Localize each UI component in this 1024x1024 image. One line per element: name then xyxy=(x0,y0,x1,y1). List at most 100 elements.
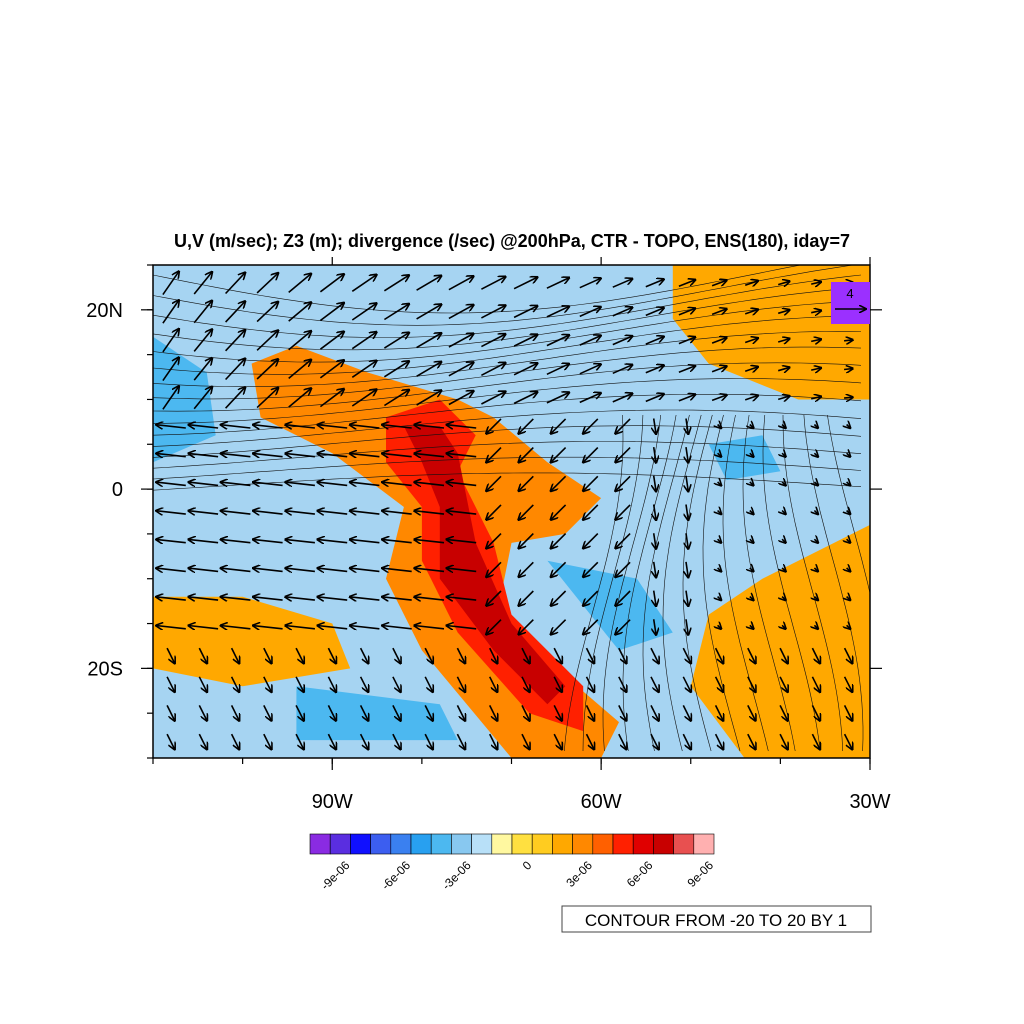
axis-labels: 90W 60W 30W 20N 0 20S xyxy=(86,300,890,813)
wind-vector xyxy=(654,533,656,549)
wind-vector xyxy=(416,304,442,320)
colorbar-label: 6e-06 xyxy=(624,858,656,890)
wind-vector xyxy=(750,597,754,601)
wind-vector xyxy=(253,568,283,571)
wind-vector xyxy=(814,568,818,572)
wind-vector xyxy=(414,425,445,428)
wind-vector xyxy=(518,533,534,549)
wind-vector xyxy=(288,360,312,380)
wind-vector xyxy=(230,647,240,664)
wind-vector xyxy=(551,504,567,520)
contour-info-box: CONTOUR FROM -20 TO 20 BY 1 xyxy=(561,905,872,933)
wind-vector xyxy=(256,388,278,409)
x-tick-label: 90W xyxy=(312,791,353,813)
colorbar-swatch xyxy=(552,833,573,855)
wind-vector xyxy=(166,733,175,750)
wind-vector xyxy=(295,705,304,721)
wind-vector xyxy=(521,676,530,692)
wind-vector xyxy=(383,275,409,292)
z3-contour xyxy=(622,414,677,752)
wind-vector xyxy=(263,647,272,664)
wind-vector xyxy=(546,392,569,404)
wind-vector xyxy=(166,676,175,692)
wind-vector xyxy=(782,425,786,429)
wind-vector xyxy=(446,453,477,456)
z3-contour xyxy=(722,414,769,752)
wind-vector xyxy=(718,425,722,429)
wind-vector xyxy=(285,453,315,456)
colorbar: -9e-06 -6e-06 -3e-06 0 3e-06 6e-06 9e-06 xyxy=(309,833,717,893)
wind-vector xyxy=(288,302,312,322)
wind-vector xyxy=(579,336,601,346)
wind-vector xyxy=(513,306,538,319)
wind-vector xyxy=(446,511,477,514)
wind-vector xyxy=(551,590,567,606)
wind-vector xyxy=(225,330,246,352)
wind-vector xyxy=(521,733,530,750)
wind-vector xyxy=(777,396,790,399)
z3-contour xyxy=(153,425,862,458)
wind-vector xyxy=(718,453,722,457)
wind-vectors xyxy=(156,271,853,749)
wind-vector xyxy=(188,453,219,456)
wind-vector xyxy=(518,590,534,606)
wind-vector xyxy=(579,393,601,404)
wind-vector xyxy=(814,482,818,486)
wind-vector xyxy=(285,539,315,542)
wind-vector xyxy=(612,393,633,403)
wind-vector xyxy=(392,676,401,692)
wind-vector xyxy=(583,561,599,577)
z3-contour-lines xyxy=(153,265,870,752)
colorbar-swatch xyxy=(531,833,553,855)
wind-vector xyxy=(424,705,433,721)
colorbar-label: 9e-06 xyxy=(685,858,717,890)
wind-vector xyxy=(317,511,348,514)
wind-vector xyxy=(551,619,567,635)
wind-vector xyxy=(193,358,212,381)
wind-vector xyxy=(585,705,595,721)
wind-vector xyxy=(193,329,212,352)
wind-vector xyxy=(156,453,186,456)
colorbar-swatch xyxy=(390,833,412,855)
wind-vector xyxy=(553,647,562,664)
wind-vector xyxy=(188,482,219,485)
wind-vector xyxy=(711,366,727,372)
wind-vector xyxy=(747,705,756,721)
colorbar-swatch xyxy=(329,833,351,855)
colorbar-swatch xyxy=(632,833,654,855)
wind-vector xyxy=(193,272,212,295)
wind-vector xyxy=(162,271,179,296)
wind-vector xyxy=(521,647,530,664)
wind-vector xyxy=(188,568,219,571)
wind-vector xyxy=(448,362,474,377)
wind-vector xyxy=(513,363,538,376)
divergence-region-positive-5 xyxy=(690,524,870,758)
wind-vector xyxy=(814,539,818,543)
wind-vector xyxy=(654,590,656,607)
wind-vector xyxy=(579,364,601,375)
wind-vector xyxy=(486,561,502,577)
chart-title: U,V (m/sec); Z3 (m); divergence (/sec) @… xyxy=(174,231,850,251)
wind-vector xyxy=(295,647,304,664)
wind-vector xyxy=(486,619,502,635)
wind-vector xyxy=(553,676,562,692)
wind-vector xyxy=(488,705,498,721)
wind-vector xyxy=(486,475,502,491)
wind-vector xyxy=(847,453,851,457)
wind-vector xyxy=(847,597,851,601)
y-tick-label: 20S xyxy=(87,658,123,680)
wind-vector xyxy=(350,539,380,542)
wind-vector xyxy=(513,392,538,405)
wind-vector xyxy=(650,705,659,721)
wind-vector xyxy=(253,453,283,456)
wind-vector xyxy=(811,282,821,284)
wind-vector xyxy=(744,309,758,314)
wind-vector xyxy=(811,397,821,399)
wind-vector xyxy=(654,475,656,492)
wind-vector xyxy=(650,676,659,692)
wind-vector xyxy=(618,705,627,721)
wind-vector xyxy=(382,626,412,629)
wind-vector xyxy=(718,511,722,515)
wind-vector xyxy=(777,310,790,313)
